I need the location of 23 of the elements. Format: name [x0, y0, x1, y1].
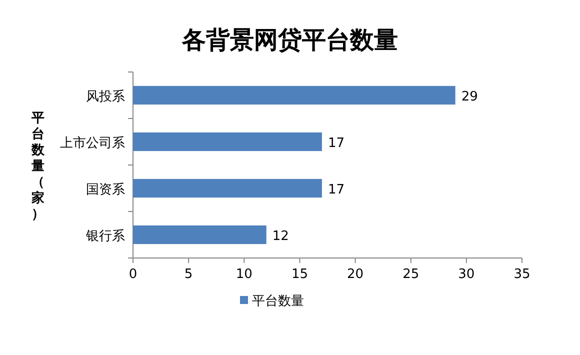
y-axis-title: 平台数量（家）	[30, 111, 46, 222]
chart-title: 各背景网贷平台数量	[181, 25, 398, 54]
x-tick-label: 35	[514, 267, 530, 282]
y-tick-label: 国资系	[86, 182, 125, 198]
legend-label: 平台数量	[252, 294, 304, 309]
x-tick-label: 30	[458, 267, 475, 282]
y-tick-label: 银行系	[85, 228, 125, 244]
x-tick-label: 10	[236, 267, 252, 282]
x-tick-label: 15	[291, 267, 308, 282]
x-tick-label: 0	[128, 267, 138, 282]
x-tick-label: 20	[347, 267, 364, 282]
bar	[133, 86, 456, 105]
bar	[133, 132, 322, 152]
y-tick-label: 上市公司系	[60, 136, 125, 151]
data-label: 17	[328, 182, 344, 198]
x-tick-label: 25	[402, 267, 420, 282]
bar	[133, 178, 322, 198]
data-label: 17	[328, 136, 344, 151]
y-tick-label: 风投系	[86, 89, 125, 104]
x-tick-label: 5	[184, 267, 193, 282]
data-label: 12	[272, 228, 289, 244]
bar	[133, 225, 266, 244]
data-label: 29	[461, 89, 478, 104]
